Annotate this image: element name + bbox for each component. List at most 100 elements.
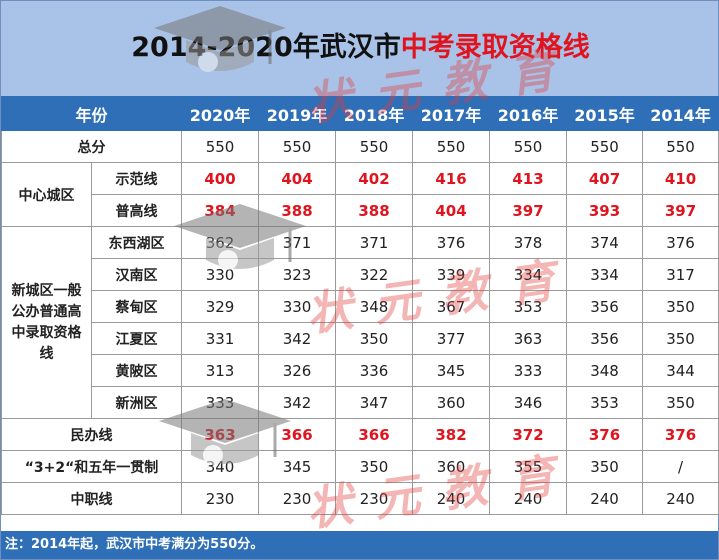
table-cell: 371 xyxy=(258,226,337,259)
table-cell: 348 xyxy=(566,354,644,387)
title-band: 2014-2020年武汉市中考录取资格线 xyxy=(1,1,718,96)
table-cell: 356 xyxy=(566,322,644,355)
group-label: 新城区一般公办普通高中录取资格线 xyxy=(1,226,92,419)
table-cell: 339 xyxy=(412,258,491,291)
row-label: 新洲区 xyxy=(90,386,183,419)
row-label: 黄陂区 xyxy=(90,354,183,387)
table-cell: 376 xyxy=(642,226,719,259)
table-cell: 550 xyxy=(258,130,337,163)
table-cell: 363 xyxy=(181,418,260,451)
table-cell: 397 xyxy=(489,194,568,227)
col-header: 2016年 xyxy=(489,96,568,131)
table-cell: 550 xyxy=(489,130,568,163)
table-cell: 345 xyxy=(412,354,491,387)
table-cell: 382 xyxy=(412,418,491,451)
col-header: 2019年 xyxy=(258,96,337,131)
table-cell: 340 xyxy=(181,450,260,483)
table-cell: 367 xyxy=(412,290,491,323)
table-cell: 342 xyxy=(258,386,337,419)
table-row: 总分 550 550 550 550 550 550 550 xyxy=(0,130,719,163)
table-cell: 342 xyxy=(258,322,337,355)
table-cell: 313 xyxy=(181,354,260,387)
table-cell: 362 xyxy=(181,226,260,259)
table-cell: 376 xyxy=(566,418,644,451)
table-cell: 550 xyxy=(642,130,719,163)
col-header: 2017年 xyxy=(412,96,491,131)
table-cell: 393 xyxy=(566,194,644,227)
row-label: 东西湖区 xyxy=(90,226,183,259)
table-cell: 384 xyxy=(181,194,260,227)
table-cell: 550 xyxy=(335,130,414,163)
table-cell: 374 xyxy=(566,226,644,259)
table-cell: 333 xyxy=(489,354,568,387)
table-row: 普高线 384 388 388 404 397 393 397 xyxy=(2,194,719,227)
col-header: 2020年 xyxy=(181,96,260,131)
table-cell: 347 xyxy=(335,386,414,419)
table-cell: 378 xyxy=(489,226,568,259)
table-cell: 413 xyxy=(489,162,568,195)
table-cell: 336 xyxy=(335,354,414,387)
table-cell: 400 xyxy=(181,162,260,195)
table-cell: 350 xyxy=(642,290,719,323)
table-cell: 348 xyxy=(335,290,414,323)
table-cell: 376 xyxy=(642,418,719,451)
table-cell: 410 xyxy=(642,162,719,195)
table-row: 黄陂区 313 326 336 345 333 348 344 xyxy=(2,354,719,387)
table-cell: 330 xyxy=(258,290,337,323)
table-cell: 363 xyxy=(489,322,568,355)
table-cell: 360 xyxy=(412,386,491,419)
table-row: 蔡甸区 329 330 348 367 353 356 350 xyxy=(2,290,719,323)
col-header: 2015年 xyxy=(566,96,644,131)
table-cell: 416 xyxy=(412,162,491,195)
table-cell: 353 xyxy=(566,386,644,419)
page-title: 2014-2020年武汉市中考录取资格线 xyxy=(1,25,719,64)
row-label: “3+2“和五年一贯制 xyxy=(0,450,183,483)
title-highlight: 中考录取资格线 xyxy=(400,32,590,63)
table-cell: 322 xyxy=(335,258,414,291)
table-cell: 350 xyxy=(566,450,644,483)
col-header: 2014年 xyxy=(642,96,719,131)
table-row: 中心城区 示范线 400 404 402 416 413 407 410 xyxy=(1,162,719,227)
table-cell: 317 xyxy=(642,258,719,291)
table-cell: / xyxy=(642,450,719,483)
table-cell: 397 xyxy=(642,194,719,227)
table-cell: 388 xyxy=(335,194,414,227)
table-cell: 350 xyxy=(642,386,719,419)
row-label: 民办线 xyxy=(0,418,183,451)
row-label: 总分 xyxy=(0,130,183,163)
table-cell: 350 xyxy=(642,322,719,355)
table-cell: 326 xyxy=(258,354,337,387)
row-label: 普高线 xyxy=(90,194,183,227)
table-row: 新城区一般公办普通高中录取资格线 东西湖区 362 371 371 376 37… xyxy=(1,226,719,419)
row-label: 中职线 xyxy=(0,482,183,515)
table-cell: 404 xyxy=(412,194,491,227)
table-cell: 323 xyxy=(258,258,337,291)
table-cell: 402 xyxy=(335,162,414,195)
table-cell: 404 xyxy=(258,162,337,195)
table-cell: 360 xyxy=(412,450,491,483)
table-cell: 240 xyxy=(566,482,644,515)
table-cell: 334 xyxy=(489,258,568,291)
table-cell: 240 xyxy=(489,482,568,515)
table-cell: 407 xyxy=(566,162,644,195)
table-cell: 230 xyxy=(181,482,260,515)
table-cell: 356 xyxy=(566,290,644,323)
table-row: 民办线 363 366 366 382 372 376 376 xyxy=(0,418,719,451)
table-cell: 345 xyxy=(258,450,337,483)
table-row: 新洲区 333 342 347 360 346 353 350 xyxy=(2,386,719,419)
table-cell: 376 xyxy=(412,226,491,259)
table-cell: 371 xyxy=(335,226,414,259)
table-cell: 353 xyxy=(489,290,568,323)
col-header: 2018年 xyxy=(335,96,414,131)
table-cell: 333 xyxy=(181,386,260,419)
table-cell: 366 xyxy=(258,418,337,451)
table-cell: 334 xyxy=(566,258,644,291)
header-row: 年份 2020年 2019年 2018年 2017年 2016年 2015年 2… xyxy=(0,96,719,131)
table-row: 江夏区 331 342 350 377 363 356 350 xyxy=(2,322,719,355)
table-cell: 355 xyxy=(489,450,568,483)
table-cell: 350 xyxy=(335,450,414,483)
table-cell: 344 xyxy=(642,354,719,387)
row-label: 示范线 xyxy=(90,162,183,195)
row-label: 汉南区 xyxy=(90,258,183,291)
table-cell: 331 xyxy=(181,322,260,355)
